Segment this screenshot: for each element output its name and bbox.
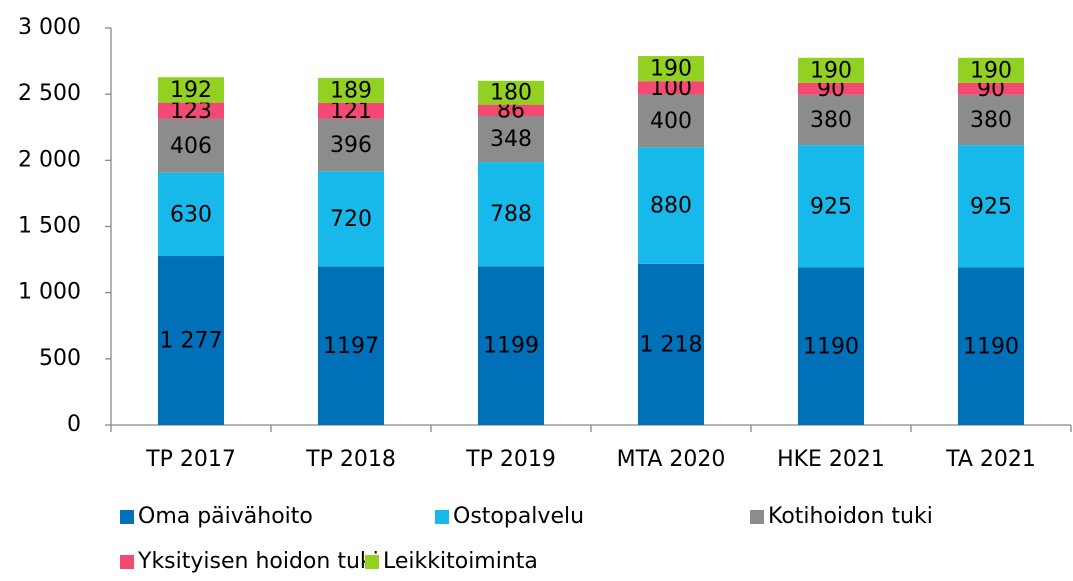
data-label: 1190 xyxy=(803,334,859,359)
bar-segment xyxy=(798,267,864,425)
bar-segment xyxy=(318,171,384,267)
bar-segment xyxy=(478,266,544,425)
legend-label: Leikkitoiminta xyxy=(383,549,538,574)
x-tick-label: TP 2017 xyxy=(145,447,236,472)
bar-segment xyxy=(478,80,544,105)
data-label: 190 xyxy=(650,57,692,82)
data-label: 1190 xyxy=(963,334,1019,359)
data-label: 396 xyxy=(330,133,372,158)
data-label: 380 xyxy=(970,108,1012,133)
bar-segment xyxy=(158,118,224,173)
data-label: 121 xyxy=(330,99,372,124)
data-label: 348 xyxy=(490,127,532,152)
legend-label: Ostopalvelu xyxy=(453,504,584,529)
y-tick-label: 3 000 xyxy=(18,15,81,40)
bar-segment xyxy=(798,82,864,95)
legend-swatch xyxy=(435,510,449,524)
bar-segment xyxy=(798,145,864,268)
legend-swatch xyxy=(120,555,134,569)
y-tick-label: 500 xyxy=(39,346,81,371)
bar-segment xyxy=(478,116,544,163)
bar-segment xyxy=(478,162,544,267)
legend-swatch xyxy=(120,510,134,524)
bar-segment xyxy=(158,77,224,103)
y-tick-label: 1 500 xyxy=(18,214,81,239)
data-label: 180 xyxy=(490,81,532,106)
data-label: 1 277 xyxy=(160,329,223,354)
data-label: 190 xyxy=(810,58,852,83)
legend-swatch xyxy=(750,510,764,524)
y-tick-label: 2 000 xyxy=(18,147,81,172)
x-tick-label: TP 2018 xyxy=(305,447,396,472)
bar-segment xyxy=(958,57,1024,83)
data-label: 925 xyxy=(970,194,1012,219)
x-tick-label: TP 2019 xyxy=(465,447,556,472)
y-tick-label: 0 xyxy=(67,412,81,437)
data-label: 1 218 xyxy=(640,332,703,357)
bar-segment xyxy=(318,102,384,119)
data-label: 630 xyxy=(170,202,212,227)
data-label: 380 xyxy=(810,108,852,133)
bar-segment xyxy=(478,104,544,117)
data-label: 189 xyxy=(330,78,372,103)
bar-segment xyxy=(958,267,1024,425)
data-label: 190 xyxy=(970,58,1012,83)
bar-segment xyxy=(158,102,224,119)
data-label: 925 xyxy=(810,194,852,219)
data-label: 720 xyxy=(330,207,372,232)
legend-label: Oma päivähoito xyxy=(138,504,313,529)
y-tick-label: 2 500 xyxy=(18,81,81,106)
bar-segment xyxy=(318,118,384,172)
data-label: 400 xyxy=(650,109,692,134)
x-tick-label: TA 2021 xyxy=(945,447,1036,472)
bar-segment xyxy=(158,256,224,425)
bar-segment xyxy=(958,94,1024,146)
legend-swatch xyxy=(365,555,379,569)
x-tick-label: MTA 2020 xyxy=(617,447,726,472)
bar-segment xyxy=(638,81,704,95)
bar-segment xyxy=(318,266,384,425)
data-label: 880 xyxy=(650,194,692,219)
bar-segment xyxy=(798,94,864,146)
bar-segment xyxy=(798,57,864,83)
data-label: 788 xyxy=(490,202,532,227)
legend-label: Yksityisen hoidon tuki xyxy=(137,549,379,574)
y-tick-label: 1 000 xyxy=(18,280,81,305)
data-label: 406 xyxy=(170,134,212,159)
bar-segment xyxy=(958,145,1024,268)
x-tick-label: HKE 2021 xyxy=(777,447,885,472)
bar-segment xyxy=(638,147,704,264)
data-label: 123 xyxy=(170,99,212,124)
data-label: 1197 xyxy=(323,334,379,359)
bar-segment xyxy=(638,56,704,82)
legend-label: Kotihoidon tuki xyxy=(768,504,933,529)
bar-segment xyxy=(638,94,704,148)
bar-segment xyxy=(958,82,1024,95)
bar-segment xyxy=(158,172,224,257)
bar-segment xyxy=(318,77,384,103)
bar-segment xyxy=(638,263,704,425)
data-label: 1199 xyxy=(483,334,539,359)
data-label: 192 xyxy=(170,78,212,103)
